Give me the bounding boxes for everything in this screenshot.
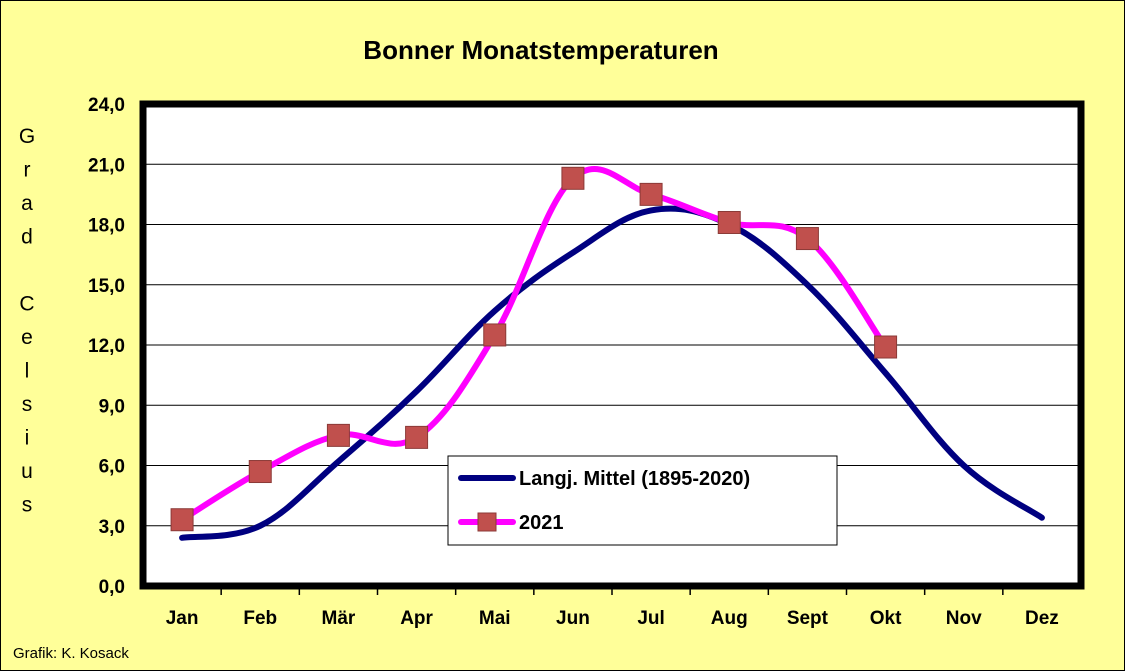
y-axis-label-char: G <box>19 125 35 148</box>
data-point-marker <box>405 425 429 449</box>
series-lines <box>170 166 1045 541</box>
legend-box <box>447 455 838 546</box>
y-tick-label: 15,0 <box>88 276 125 297</box>
data-point-marker <box>326 423 350 447</box>
y-axis-label-char: l <box>25 360 30 383</box>
y-axis-label-char: d <box>21 226 33 249</box>
y-tick-label: 18,0 <box>88 216 125 237</box>
x-tick-label: Jan <box>166 608 199 629</box>
y-axis-label-char: C <box>19 293 34 316</box>
legend-label-mittel: Langj. Mittel (1895-2020) <box>519 468 750 490</box>
data-point-marker <box>483 323 507 347</box>
y-axis-label-char: e <box>21 326 33 349</box>
plot-border <box>139 100 1085 590</box>
data-point-marker <box>717 210 741 234</box>
chart-title: Bonner Monatstemperaturen <box>363 35 718 65</box>
x-tick-label: Aug <box>711 608 748 629</box>
series-line-0 <box>179 205 1045 541</box>
data-point-marker <box>795 227 819 251</box>
y-tick-label: 9,0 <box>99 396 125 417</box>
x-tick-label: Mai <box>479 608 511 629</box>
y-tick-label: 24,0 <box>88 95 125 116</box>
y-tick-label: 21,0 <box>88 155 125 176</box>
y-axis-label-char: a <box>21 192 33 215</box>
x-tick-label: Sept <box>787 608 829 629</box>
data-point-marker <box>170 508 194 532</box>
y-axis-label-char: r <box>24 159 31 182</box>
x-tick-label: Feb <box>243 608 277 629</box>
data-point-marker <box>874 335 898 359</box>
legend-marker-2021 <box>477 512 497 532</box>
series-line-1 <box>179 166 889 523</box>
y-tick-label: 0,0 <box>99 577 125 598</box>
x-tick-label: Jul <box>637 608 664 629</box>
y-axis-label-char: s <box>22 393 33 416</box>
y-tick-labels: 0,0 3,0 6,0 9,0 12,0 15,0 18,0 21,0 24,0 <box>88 95 125 598</box>
x-tick-label: Apr <box>400 608 433 629</box>
x-tick-label: Okt <box>870 608 902 629</box>
data-point-marker <box>248 460 272 484</box>
y-tick-label: 6,0 <box>99 457 125 478</box>
y-axis-label-char: i <box>25 427 30 450</box>
x-tick-label: Nov <box>946 608 982 629</box>
y-axis-label-char: s <box>22 494 33 517</box>
x-tick-labels: Jan Feb Mär Apr Mai Jun Jul Aug Sept Okt Nov Dez <box>166 608 1059 629</box>
data-point-marker <box>639 182 663 206</box>
y-tick-label: 12,0 <box>88 336 125 357</box>
x-tick-label: Dez <box>1025 608 1059 629</box>
credit-text: Grafik: K. Kosack <box>13 645 129 662</box>
x-tick-label: Jun <box>556 608 590 629</box>
legend-label-2021: 2021 <box>519 512 564 534</box>
legend: Langj. Mittel (1895-2020) 2021 <box>447 455 838 546</box>
y-axis-label-char: u <box>21 460 33 483</box>
y-tick-label: 3,0 <box>99 517 125 538</box>
data-point-marker <box>561 166 585 190</box>
x-tick-label: Mär <box>322 608 356 629</box>
